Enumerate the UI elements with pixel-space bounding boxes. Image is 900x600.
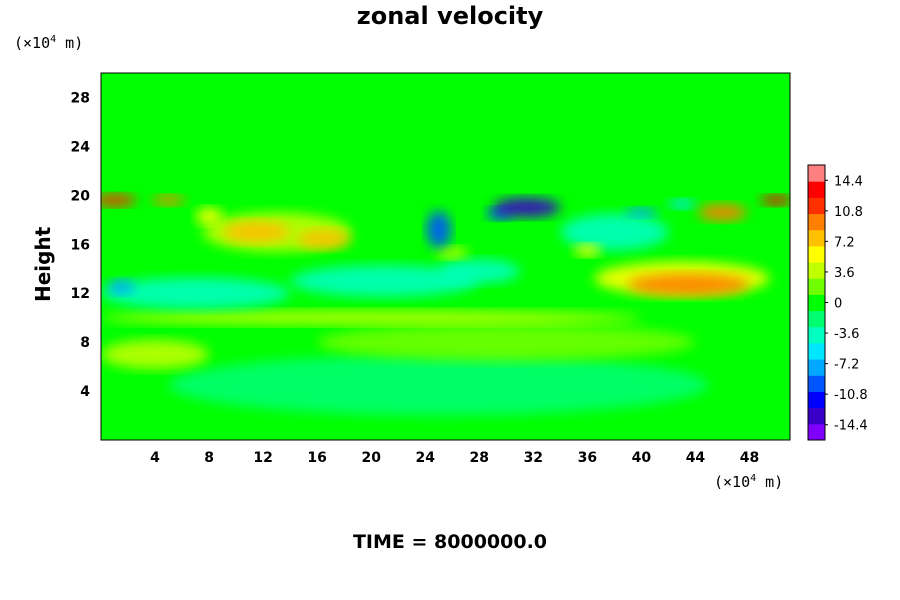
velocity-field [101,194,790,416]
field-feature [436,246,469,259]
colorbar-segment [808,423,825,441]
colorbar-segment [808,342,825,360]
field-feature [222,221,291,244]
y-tick-label: 28 [71,90,90,106]
colorbar-label: -3.6 [834,327,859,342]
colorbar-segment [808,407,825,425]
field-feature [152,195,185,206]
y-tick-label: 12 [71,286,90,302]
y-tick-label: 8 [80,335,90,351]
x-tick-label: 24 [415,450,435,466]
colorbar-label: 0 [834,297,842,312]
colorbar-segment [808,294,825,312]
colorbar-segment [808,391,825,409]
x-tick-label: 12 [253,450,272,466]
x-tick-label: 4 [150,450,160,466]
colorbar-segment [808,359,825,376]
field-feature [101,310,642,326]
field-feature [668,199,696,209]
x-tick-label: 28 [470,450,489,466]
colorbar-segment [808,197,825,215]
colorbar-segment [808,181,825,198]
colorbar-segment [808,278,825,295]
field-feature [168,354,709,416]
field-feature [195,207,223,225]
plot-frame [100,72,791,441]
x-tick-label: 48 [740,450,759,466]
colorbar-segment [808,229,825,247]
colorbar: 14.4 10.8 7.2 3.6 0 -3.6 -7.2 -10.8 -14.4 [807,164,868,441]
y-unit-prefix: (×10 [14,34,51,52]
y-tick-label: 24 [71,139,91,155]
x-unit-prefix: (×10 [714,473,751,491]
colorbar-label: 3.6 [834,266,855,281]
field-feature [296,229,351,250]
y-tick-label: 4 [80,384,90,400]
y-unit-exponent: 4 [50,34,57,45]
colorbar-segment [808,326,825,344]
colorbar-label: -7.2 [834,358,859,373]
field-feature [573,244,601,257]
x-axis-ticks: 4 8 12 16 20 24 28 32 36 40 44 48 [150,450,759,466]
y-axis-ticks: 4 8 12 16 20 24 28 [71,90,91,400]
field-feature [698,203,747,222]
field-feature [560,213,669,251]
field-feature [101,277,291,310]
x-tick-label: 20 [361,450,381,466]
field-feature [101,194,137,207]
colorbar-label: 10.8 [834,205,863,220]
field-feature [317,323,696,361]
colorbar-segment [808,375,825,392]
colorbar-label: -10.8 [834,388,868,403]
y-axis-unit: (×104 m) [14,34,83,52]
x-tick-label: 36 [578,450,597,466]
x-tick-label: 44 [686,450,706,466]
field-feature [625,207,658,218]
colorbar-segment [808,213,825,231]
colorbar-segment [808,165,825,182]
x-tick-label: 40 [632,450,652,466]
field-feature [101,339,210,370]
time-label: TIME = 8000000.0 [352,531,548,553]
y-tick-label: 16 [71,237,90,253]
field-feature [760,195,790,206]
colorbar-segment [808,245,825,263]
chart-title: zonal velocity [356,2,544,30]
colorbar-segment [808,262,825,279]
field-feature [492,197,561,218]
x-tick-label: 32 [524,450,543,466]
colorbar-label: -14.4 [834,419,868,434]
field-feature [627,273,750,296]
colorbar-label: 7.2 [834,235,855,250]
x-axis-unit: (×104 m) [714,473,783,491]
y-tick-label: 20 [71,188,91,204]
colorbar-label: 14.4 [834,174,863,189]
x-tick-label: 8 [204,450,214,466]
field-feature [107,279,135,295]
x-unit-suffix: m) [756,473,784,491]
field-feature [290,265,480,297]
field-feature [426,211,451,248]
y-unit-suffix: m) [56,34,84,52]
x-unit-exponent: 4 [750,473,757,484]
x-tick-label: 16 [307,450,326,466]
colorbar-segment [808,310,825,328]
